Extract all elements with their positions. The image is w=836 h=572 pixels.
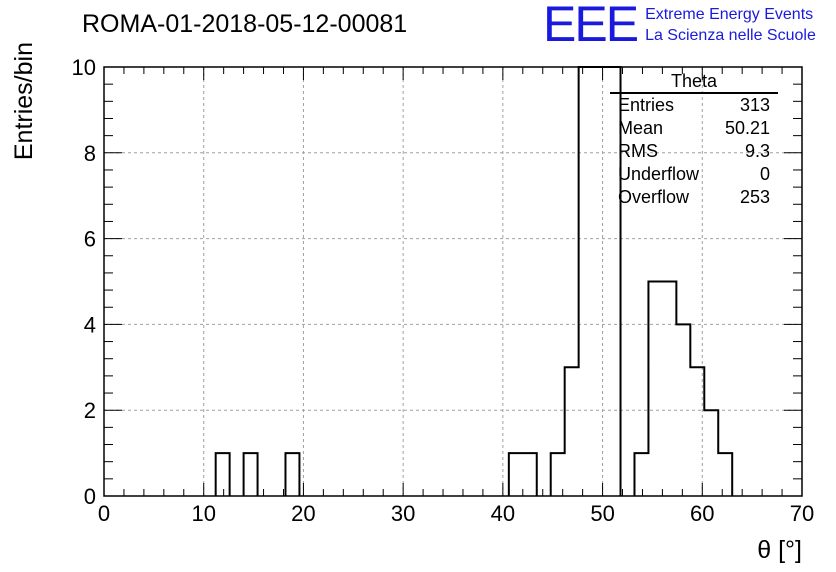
stats-value: 0 <box>759 164 770 184</box>
histogram-bin <box>216 453 230 496</box>
histogram-bin <box>565 367 579 496</box>
histogram-bin <box>509 453 523 496</box>
histogram-bin-run <box>633 280 734 496</box>
x-tick-label: 30 <box>391 501 415 526</box>
x-tick-label: 20 <box>291 501 315 526</box>
brand-text: Extreme Energy Events La Scienza nelle S… <box>645 4 816 46</box>
histogram-bin <box>523 453 537 496</box>
stats-divider <box>610 92 778 94</box>
stats-label: Overflow <box>618 187 690 207</box>
stats-value: 9.3 <box>744 141 770 161</box>
stats-label: Entries <box>618 95 675 115</box>
x-tick-label: 60 <box>690 501 714 526</box>
y-tick-label: 2 <box>84 398 96 423</box>
histogram-bin <box>579 67 593 496</box>
histogram-bin <box>648 282 662 497</box>
stats-title: Theta <box>670 71 718 91</box>
stats-value: 253 <box>739 187 770 207</box>
brand-line-1: Extreme Energy Events <box>645 6 814 23</box>
plot-frame <box>103 66 803 497</box>
x-tick-label: 40 <box>491 501 515 526</box>
x-tick-label: 0 <box>98 501 110 526</box>
histogram-bin <box>704 410 718 496</box>
stats-row-rms: RMS 9.3 <box>610 140 778 163</box>
histogram-bin-run <box>507 452 538 496</box>
histogram-bin <box>634 453 648 496</box>
y-tick-label: 8 <box>84 141 96 166</box>
stats-label: Mean <box>618 118 664 138</box>
y-axis-label: Entries/bin <box>10 42 38 160</box>
y-tick-label: 6 <box>84 227 96 252</box>
histogram-bin-run <box>284 452 301 496</box>
y-tick-label: 10 <box>72 55 96 80</box>
stats-label: RMS <box>618 141 658 161</box>
histogram-bin-run <box>242 452 259 496</box>
chart-title: ROMA-01-2018-05-12-00081 <box>82 10 408 38</box>
x-tick-label: 10 <box>191 501 215 526</box>
x-tick-label: 50 <box>590 501 614 526</box>
stats-value: 313 <box>739 95 770 115</box>
histogram-bin-run <box>214 452 231 496</box>
histogram-bin <box>593 67 607 496</box>
y-tick-label: 0 <box>84 484 96 509</box>
stats-box: Theta Entries 313 Mean 50.21 RMS 9.3 Und… <box>610 70 778 209</box>
histogram-bin <box>718 453 732 496</box>
histogram-bin <box>285 453 299 496</box>
x-axis-label: θ [°] <box>757 536 802 564</box>
stats-row-entries: Entries 313 <box>610 94 778 117</box>
histogram-bin <box>662 282 676 497</box>
brand-header: EEE Extreme Energy Events La Scienza nel… <box>543 0 816 52</box>
histogram-bin <box>244 453 258 496</box>
stats-label: Underflow <box>618 164 700 184</box>
brand-line-2: La Scienza nelle Scuole <box>645 27 816 44</box>
y-tick-label: 4 <box>84 312 96 337</box>
eee-logo: EEE <box>543 0 639 52</box>
stats-row-underflow: Underflow 0 <box>610 163 778 186</box>
histogram-bin-run <box>549 66 622 496</box>
stats-value: 50.21 <box>724 118 770 138</box>
stats-row-mean: Mean 50.21 <box>610 117 778 140</box>
x-tick-label: 70 <box>790 501 814 526</box>
stats-row-overflow: Overflow 253 <box>610 186 778 209</box>
